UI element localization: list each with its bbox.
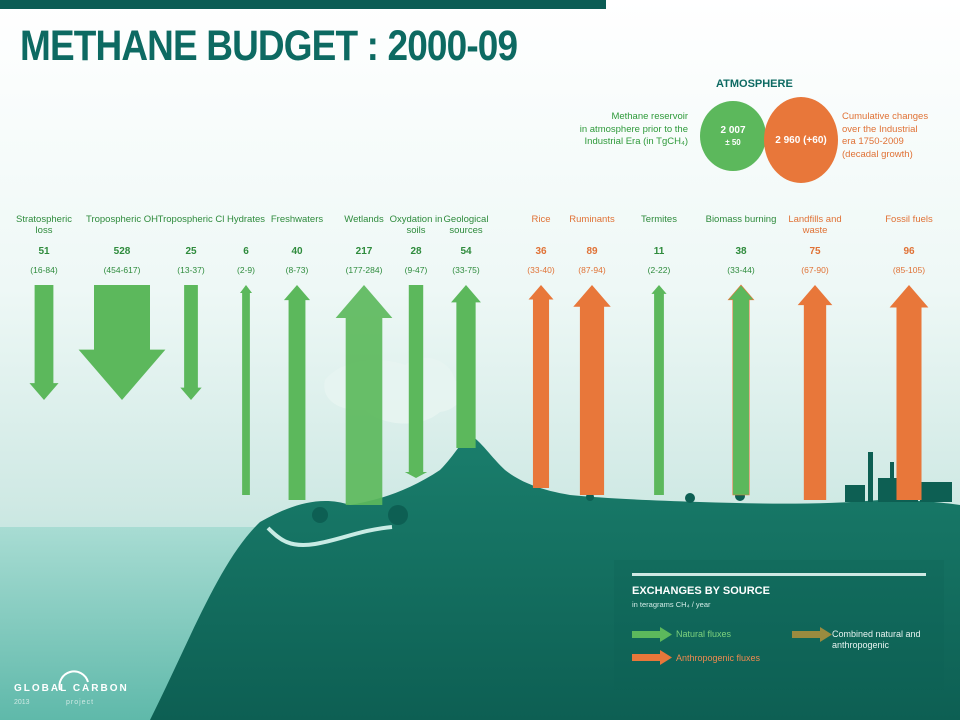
logo-text: GLOBAL CARBON xyxy=(14,683,129,694)
flux-value: 38 xyxy=(735,246,747,257)
flux-arrow xyxy=(78,285,166,400)
land xyxy=(150,435,960,720)
flux-arrow xyxy=(239,285,253,495)
flux-label: Oxydation in soils xyxy=(389,214,443,236)
flux-range: (87-94) xyxy=(578,265,606,275)
flux-range: (2-9) xyxy=(237,265,255,275)
flux-label: Termites xyxy=(641,214,677,225)
flux-range: (177-284) xyxy=(345,265,383,275)
flux-value: 89 xyxy=(586,246,598,257)
flux-value: 217 xyxy=(355,246,373,257)
flux-label: Tropospheric Cl xyxy=(157,214,225,225)
current-value: 2 960 (+60) xyxy=(775,134,827,146)
page-title: METHANE BUDGET : 2000-09 xyxy=(20,22,518,70)
flux-arrow xyxy=(573,285,611,495)
flux-arrow xyxy=(889,285,929,500)
legend-box-bg xyxy=(614,560,944,690)
flux-label: Stratospheric loss xyxy=(16,214,72,236)
flux-value: 40 xyxy=(291,246,303,257)
flux-label: Geological sources xyxy=(443,214,489,236)
reservoir-note-line: Methane reservoir xyxy=(611,111,688,122)
flux-range: (454-617) xyxy=(103,265,141,275)
flux-arrow xyxy=(451,285,481,448)
flux-arrow xyxy=(180,285,202,400)
top-bar xyxy=(0,0,606,9)
preindustrial-reservoir-circle: 2 007 ± 50 xyxy=(700,101,766,171)
legend-natural-label: Natural fluxes xyxy=(676,629,732,639)
flux-value: 11 xyxy=(653,246,665,257)
legend-rule xyxy=(632,573,926,576)
reservoir-value: 2 007 xyxy=(720,125,746,136)
flux-range: (9-47) xyxy=(404,265,428,275)
flux-label: Biomass burning xyxy=(705,214,777,225)
change-note-line: era 1750-2009 xyxy=(842,136,904,147)
flux-label: Hydrates xyxy=(226,214,265,225)
flux-value: 96 xyxy=(903,246,915,257)
change-note-line: over the Industrial xyxy=(842,123,918,135)
logo-year: 2013 xyxy=(14,699,30,706)
flux-range: (2-22) xyxy=(647,265,671,275)
flux-label: Fossil fuels xyxy=(885,214,933,225)
flux-range: (67-90) xyxy=(801,265,829,275)
flux-arrow xyxy=(335,285,393,505)
reservoir-note-line: Industrial Era (in TgCH₄) xyxy=(584,136,688,147)
reservoir-note-line: in atmosphere prior to the xyxy=(579,123,688,135)
flux-value: 28 xyxy=(410,246,422,257)
current-reservoir-circle: 2 960 (+60) xyxy=(764,97,838,183)
change-note-line: (decadal growth) xyxy=(842,148,913,160)
flux-arrow xyxy=(528,285,554,488)
flux-arrow xyxy=(283,285,311,500)
flux-arrow xyxy=(727,284,755,496)
flux-label: Ruminants xyxy=(569,214,615,225)
flux-label: Rice xyxy=(531,214,551,225)
river xyxy=(266,525,393,547)
atmosphere-heading: ATMOSPHERE xyxy=(716,78,793,90)
flux-range: (16-84) xyxy=(30,265,58,275)
reservoir-note: Methane reservoir in atmosphere prior to… xyxy=(560,111,688,149)
flux-range: (33-75) xyxy=(452,265,480,275)
flux-range: (85-105) xyxy=(892,265,926,275)
flux-label: Tropospheric OH xyxy=(86,214,158,225)
flux-label: Landfills and waste xyxy=(788,214,842,236)
flux-arrow xyxy=(404,285,428,478)
flux-label: Wetlands xyxy=(344,214,384,225)
flux-value: 6 xyxy=(243,246,249,257)
legend-combined-label: Combined natural and anthropogenic xyxy=(832,629,921,650)
flux-value: 54 xyxy=(460,246,472,257)
flux-range: (13-37) xyxy=(177,265,205,275)
logo-project: project xyxy=(66,699,95,706)
reservoir-uncertainty: ± 50 xyxy=(725,138,741,147)
change-note: Cumulative changes over the Industrial e… xyxy=(842,111,952,161)
flux-range: (8-73) xyxy=(285,265,309,275)
flux-range: (33-44) xyxy=(727,265,755,275)
flux-value: 36 xyxy=(535,246,547,257)
legend-anthropogenic-label: Anthropogenic fluxes xyxy=(676,653,761,663)
legend-title: EXCHANGES BY SOURCE xyxy=(632,585,770,597)
change-note-line: Cumulative changes xyxy=(842,111,929,122)
flux-value: 25 xyxy=(185,246,197,257)
legend-subtitle: in teragrams CH₄ / year xyxy=(632,600,711,609)
flux-range: (33-40) xyxy=(527,265,555,275)
flux-arrow xyxy=(651,285,667,495)
flux-arrow xyxy=(29,285,59,400)
flux-value: 51 xyxy=(38,246,50,257)
flux-value: 75 xyxy=(809,246,821,257)
flux-label: Freshwaters xyxy=(270,214,324,225)
flux-arrow xyxy=(797,285,833,500)
flux-value: 528 xyxy=(113,246,131,257)
